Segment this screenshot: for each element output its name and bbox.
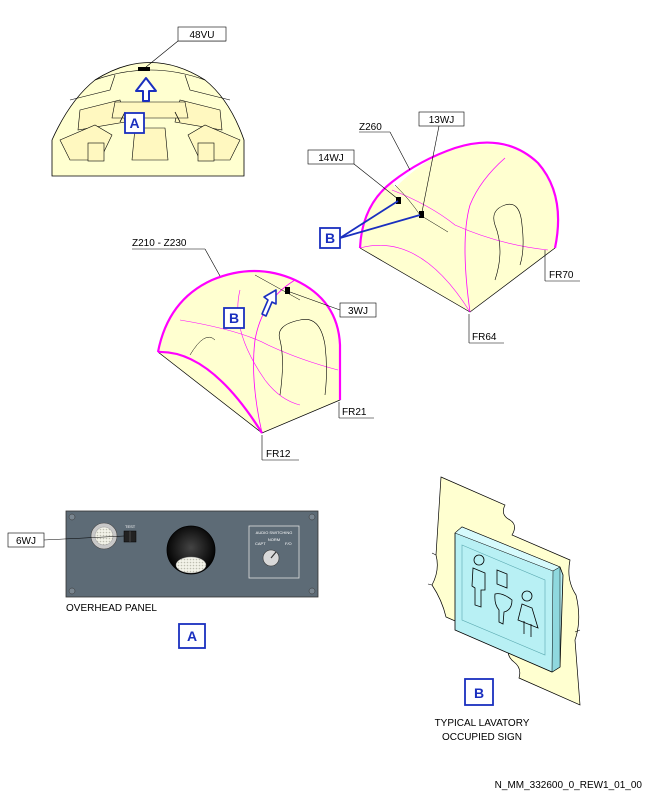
label-fr64: FR64 xyxy=(472,332,497,343)
label-14wj: 14WJ xyxy=(318,153,344,164)
callout-b-forward: B xyxy=(229,310,239,326)
label-13wj: 13WJ xyxy=(429,115,455,126)
callout-box-b-sign xyxy=(464,678,494,706)
arrow-pointer-icon xyxy=(261,289,277,317)
marker-14wj xyxy=(396,197,401,204)
label-box-3wj xyxy=(339,302,377,318)
audio-fo-label: F/O xyxy=(285,541,292,546)
sign-caption-line2: OCCUPIED SIGN xyxy=(442,732,522,743)
callout-b-rear: B xyxy=(325,230,335,246)
label-fr70: FR70 xyxy=(549,270,574,281)
screw-icon xyxy=(308,513,316,521)
label-48vu: 48VU xyxy=(189,30,214,41)
marker-3wj xyxy=(285,287,290,294)
callout-box-b-rear xyxy=(319,227,341,249)
label-box-48vu xyxy=(177,26,227,42)
audio-switching-panel xyxy=(248,525,300,579)
screw-icon xyxy=(68,513,76,521)
callout-box-b-forward xyxy=(223,307,245,329)
label-box-13wj xyxy=(418,111,465,127)
overhead-panel-view: TEST 6WJ AUDIO SWITCHING NORM CAPT F/O O… xyxy=(7,510,319,649)
audio-capt-label: CAPT xyxy=(255,541,266,546)
screw-icon xyxy=(68,587,76,595)
overhead-panel-caption: OVERHEAD PANEL xyxy=(66,603,157,614)
audio-switching-title: AUDIO SWITCHING xyxy=(256,530,293,535)
pedestal xyxy=(131,127,169,161)
sign-caption-line1: TYPICAL LAVATORY xyxy=(435,718,530,729)
test-label: TEST xyxy=(125,524,136,529)
screw-icon xyxy=(308,587,316,595)
rear-outline-magenta xyxy=(358,141,560,249)
toilet-pictogram-icon xyxy=(494,569,513,625)
audio-norm-label: NORM xyxy=(268,537,280,542)
callout-box-a-cockpit xyxy=(124,112,145,134)
label-fr21: FR21 xyxy=(342,407,367,418)
man-pictogram-icon xyxy=(471,554,486,608)
forward-fuselage-section: B Z210 - Z230 3WJ FR21 FR12 xyxy=(132,238,377,461)
label-fr12: FR12 xyxy=(266,449,291,460)
arrow-up-icon xyxy=(135,77,157,102)
callout-a-panel: A xyxy=(187,628,197,644)
marker-13wj xyxy=(419,211,424,218)
callout-b-sign: B xyxy=(474,685,484,701)
woman-pictogram-icon xyxy=(517,590,539,637)
panel-48vu-marker xyxy=(138,67,150,71)
label-z210-z230: Z210 - Z230 xyxy=(132,238,187,249)
callout-box-a-panel xyxy=(178,623,206,649)
cockpit-view: A 48VU xyxy=(51,26,245,177)
label-box-14wj xyxy=(307,149,355,165)
rear-fuselage-section: B Z260 13WJ 14WJ FR70 FR64 xyxy=(307,111,580,344)
label-6wj: 6WJ xyxy=(16,536,36,547)
label-z260: Z260 xyxy=(359,122,382,133)
lavatory-sign-view: B TYPICAL LAVATORY OCCUPIED SIGN xyxy=(427,476,581,743)
figure-reference: N_MM_332600_0_REW1_01_00 xyxy=(495,780,643,791)
callout-a-cockpit: A xyxy=(129,115,139,131)
label-3wj: 3WJ xyxy=(348,306,368,317)
